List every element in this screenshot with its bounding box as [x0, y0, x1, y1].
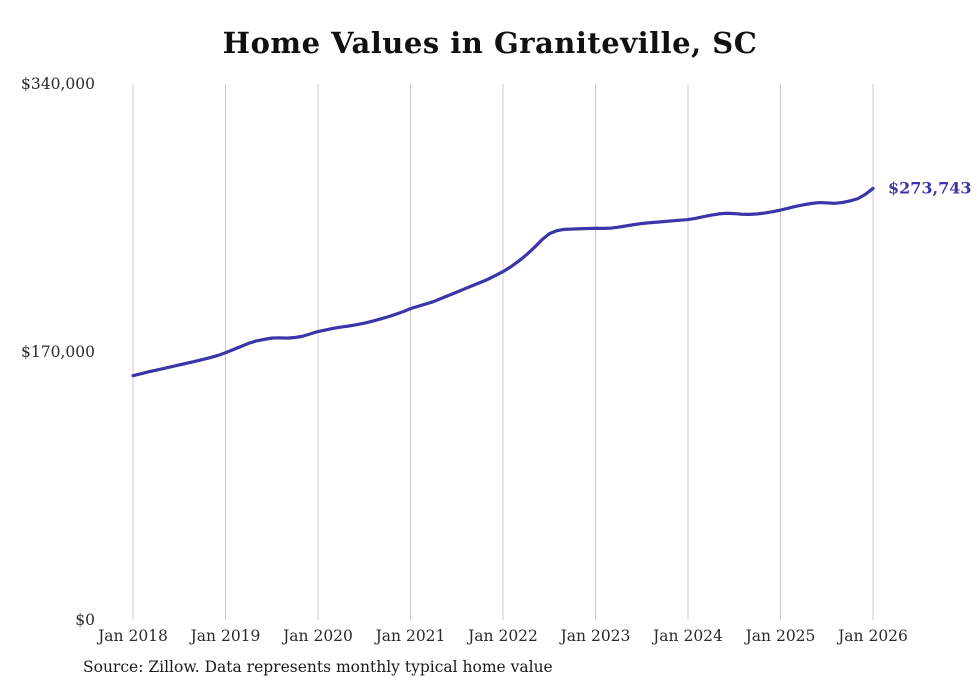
- home-value-line: [131, 186, 875, 378]
- x-axis-tick-label: Jan 2022: [466, 627, 538, 645]
- y-axis-tick-label: $170,000: [21, 343, 95, 361]
- x-axis-tick-label: Jan 2026: [836, 627, 908, 645]
- x-axis-tick-label: Jan 2023: [559, 627, 631, 645]
- x-axis-tick-label: Jan 2019: [189, 627, 261, 645]
- x-axis-tick-label: Jan 2020: [281, 627, 353, 645]
- x-axis-tick-label: Jan 2025: [744, 627, 816, 645]
- chart-title: Home Values in Graniteville, SC: [222, 26, 758, 60]
- y-axis-tick-label: $340,000: [21, 75, 95, 93]
- source-note: Source: Zillow. Data represents monthly …: [83, 658, 553, 676]
- y-axis-tick-label: $0: [75, 611, 95, 629]
- x-axis-tick-label: Jan 2018: [96, 627, 168, 645]
- x-axis-tick-label: Jan 2021: [374, 627, 446, 645]
- end-value-label: $273,743: [888, 178, 972, 197]
- x-axis-tick-label: Jan 2024: [651, 627, 723, 645]
